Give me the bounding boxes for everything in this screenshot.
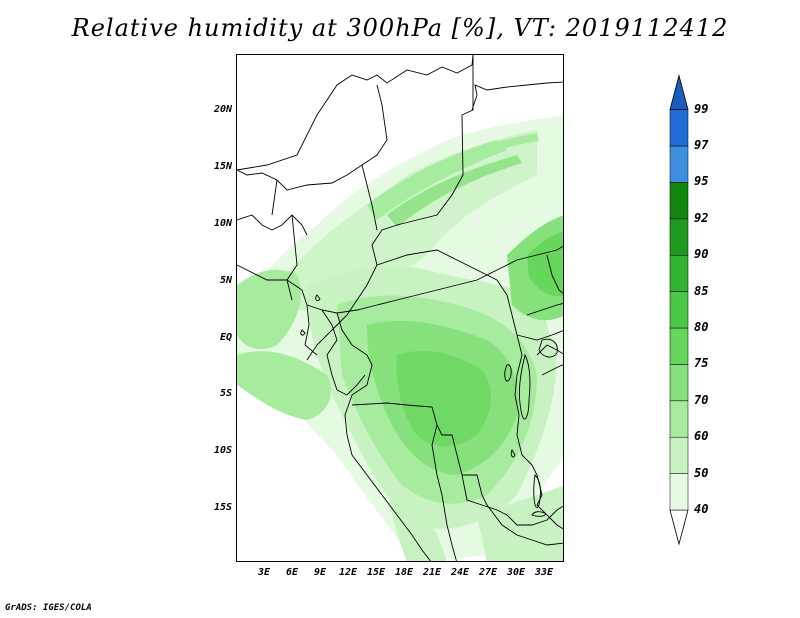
- colorbar-label: 85: [694, 283, 709, 298]
- lon-tick-label: 27E: [478, 567, 498, 578]
- colorbar: [669, 74, 689, 546]
- lat-tick-label: 10S: [213, 445, 232, 456]
- lon-tick-label: 9E: [313, 567, 327, 578]
- colorbar-label: 75: [694, 356, 709, 371]
- colorbar-label: 99: [694, 101, 709, 116]
- country-borders: [237, 55, 563, 561]
- lon-tick-label: 18E: [394, 567, 414, 578]
- lon-tick-label: 6E: [285, 567, 299, 578]
- lat-tick-label: EQ: [219, 332, 232, 343]
- colorbar-segment: [669, 182, 689, 220]
- colorbar-label: 40: [694, 502, 709, 516]
- chart-title: Relative humidity at 300hPa [%], VT: 201…: [71, 14, 729, 42]
- lon-tick-label: 33E: [534, 567, 554, 578]
- colorbar-label: 60: [694, 429, 709, 444]
- colorbar-segment: [669, 74, 689, 110]
- colorbar-label: 50: [694, 465, 709, 480]
- colorbar-label: 70: [694, 392, 709, 407]
- lon-tick-label: 15E: [366, 567, 386, 578]
- lon-tick-label: 3E: [257, 567, 271, 578]
- colorbar-segment: [669, 473, 689, 511]
- lakes: [300, 294, 558, 517]
- colorbar-segment: [669, 145, 689, 183]
- colorbar-segment: [669, 436, 689, 474]
- lat-tick-label: 5S: [219, 388, 232, 399]
- lon-tick-label: 24E: [450, 567, 470, 578]
- lat-tick-label: 10N: [213, 218, 232, 229]
- humidity-map: [237, 55, 563, 561]
- lat-tick-label: 15S: [213, 502, 232, 513]
- colorbar-segment: [669, 218, 689, 256]
- colorbar-label: 95: [694, 174, 709, 189]
- colorbar-segment: [669, 400, 689, 438]
- colorbar-segment: [669, 364, 689, 402]
- lon-tick-label: 30E: [506, 567, 526, 578]
- humidity-shading: [237, 115, 563, 561]
- lon-tick-label: 12E: [338, 567, 358, 578]
- colorbar-label: 80: [694, 320, 709, 334]
- footer-credit: GrADS: IGES/COLA: [5, 603, 92, 613]
- colorbar-segment: [669, 254, 689, 292]
- lat-tick-label: 5N: [219, 275, 232, 286]
- map-panel: [236, 54, 564, 562]
- lon-tick-label: 21E: [422, 567, 442, 578]
- lat-tick-label: 15N: [213, 161, 232, 172]
- colorbar-label: 92: [694, 210, 709, 225]
- colorbar-label: 97: [694, 138, 709, 152]
- colorbar-segment: [669, 109, 689, 147]
- lat-tick-label: 20N: [213, 104, 232, 115]
- colorbar-label: 90: [694, 247, 709, 262]
- colorbar-segment: [669, 327, 689, 365]
- colorbar-segment: [669, 291, 689, 329]
- colorbar-segment: [669, 509, 689, 546]
